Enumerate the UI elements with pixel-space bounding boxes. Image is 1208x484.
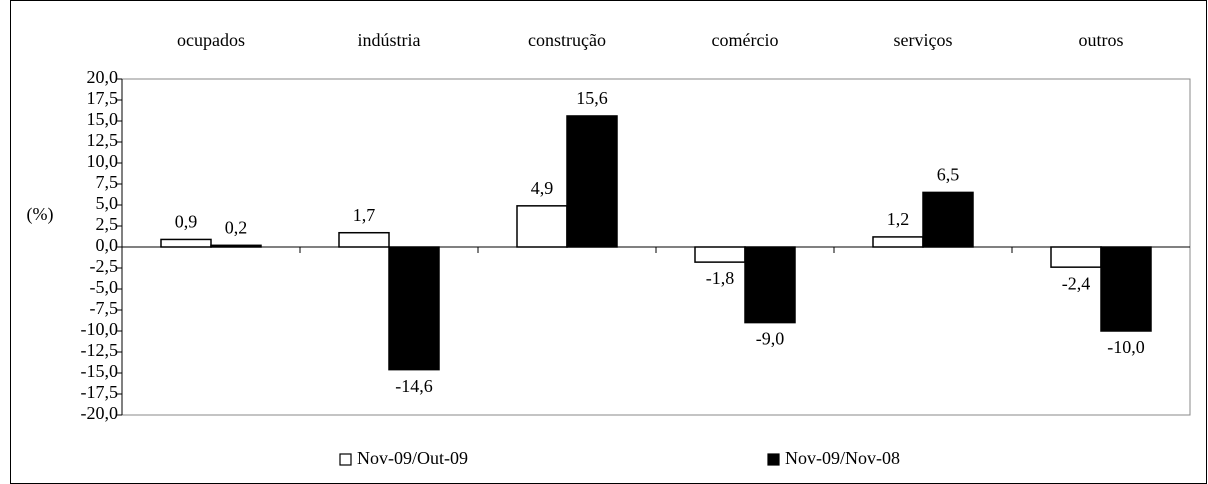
legend-swatch (339, 453, 352, 466)
y-tick-label: 0,0 (96, 235, 119, 255)
bar (388, 246, 440, 371)
y-tick-label: -10,0 (81, 319, 119, 339)
y-tick-label: 2,5 (96, 214, 119, 234)
y-tick-label: -2,5 (90, 256, 119, 276)
bar (516, 205, 568, 248)
value-label: 15,6 (576, 88, 608, 108)
y-tick-label: -17,5 (81, 382, 119, 402)
y-tick-label: 20,0 (87, 67, 119, 87)
legend-swatch (767, 453, 780, 466)
y-tick-label: 15,0 (87, 109, 119, 129)
bar (338, 231, 390, 248)
y-tick-label: 7,5 (96, 172, 119, 192)
bar (694, 246, 746, 263)
x-tick-label: ocupados (177, 30, 245, 50)
bar (872, 236, 924, 248)
bar (566, 115, 618, 248)
legend-label: Nov-09/Out-09 (357, 448, 468, 468)
bar (1050, 246, 1102, 268)
bar (744, 246, 796, 324)
y-tick-label: -15,0 (81, 361, 119, 381)
value-label: 6,5 (937, 165, 960, 185)
value-label: -14,6 (395, 376, 433, 396)
value-label: 4,9 (531, 178, 554, 198)
x-tick-label: serviços (894, 30, 953, 50)
y-tick-label: 12,5 (87, 130, 119, 150)
x-tick-label: construção (528, 30, 606, 50)
value-label: -9,0 (756, 329, 785, 349)
y-tick-label: -5,0 (90, 277, 119, 297)
y-tick-label: 17,5 (87, 88, 119, 108)
y-tick-label: -20,0 (81, 403, 119, 423)
y-tick-label: -7,5 (90, 298, 119, 318)
bar (1100, 246, 1152, 332)
value-label: 0,2 (225, 217, 248, 237)
y-tick-label: -12,5 (81, 340, 119, 360)
value-label: 1,7 (353, 205, 376, 225)
value-label: -1,8 (706, 268, 735, 288)
bar (160, 238, 212, 248)
x-tick-label: indústria (358, 30, 421, 50)
bar (922, 191, 974, 248)
value-label: 0,9 (175, 212, 198, 232)
y-tick-label: 5,0 (96, 193, 119, 213)
value-label: -10,0 (1107, 337, 1145, 357)
y-tick-label: 10,0 (87, 151, 119, 171)
x-tick-label: outros (1079, 30, 1124, 50)
y-axis-label: (%) (27, 204, 54, 225)
x-tick-label: comércio (712, 30, 779, 50)
value-label: 1,2 (887, 209, 910, 229)
legend-label: Nov-09/Nov-08 (785, 448, 900, 468)
bar (210, 244, 262, 248)
value-label: -2,4 (1062, 273, 1091, 293)
